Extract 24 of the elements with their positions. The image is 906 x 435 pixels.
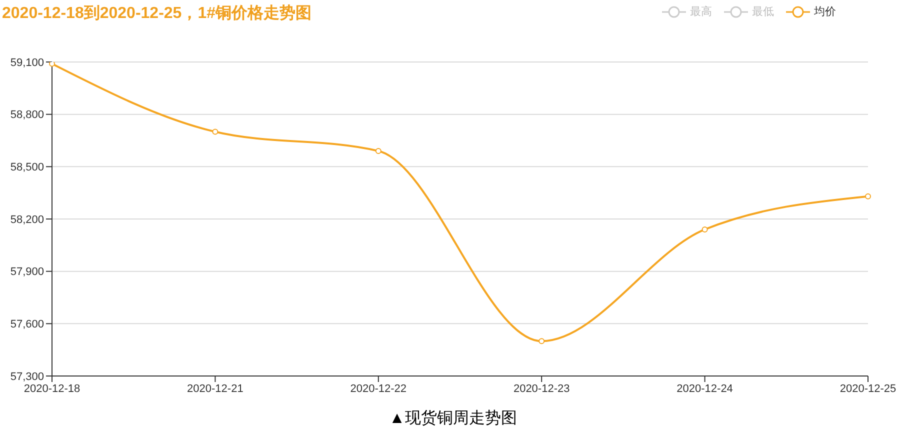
- chart-title: 2020-12-18到2020-12-25，1#铜价格走势图: [2, 3, 312, 24]
- y-tick-label: 58,800: [10, 109, 44, 122]
- y-tick-label: 57,600: [10, 318, 44, 331]
- x-tick-label: 2020-12-24: [676, 382, 733, 395]
- y-tick-label: 59,100: [10, 56, 44, 69]
- point: [375, 148, 382, 154]
- y-tick-label: 58,200: [10, 214, 44, 226]
- legend-label: 最高: [690, 4, 712, 19]
- y-tick-label: 58,500: [10, 162, 44, 174]
- point: [212, 128, 218, 135]
- point: [49, 62, 55, 67]
- point: [702, 226, 708, 232]
- y-tick-label: 57,300: [10, 370, 44, 383]
- legend-label: 均价: [814, 5, 836, 19]
- x-tick-label: 2020-12-18: [24, 382, 80, 395]
- legend-label: 最低: [752, 5, 774, 19]
- point: [865, 193, 871, 200]
- text: ▲现货铜周走势图: [388, 408, 518, 429]
- x-tick-label: 2020-12-25: [840, 382, 896, 395]
- x-tick-label: 2020-12-23: [513, 382, 570, 395]
- y-tick-label: 57,900: [10, 266, 44, 278]
- point: [538, 338, 545, 344]
- x-tick-label: 2020-12-21: [187, 382, 244, 395]
- x-tick-label: 2020-12-22: [350, 382, 407, 395]
